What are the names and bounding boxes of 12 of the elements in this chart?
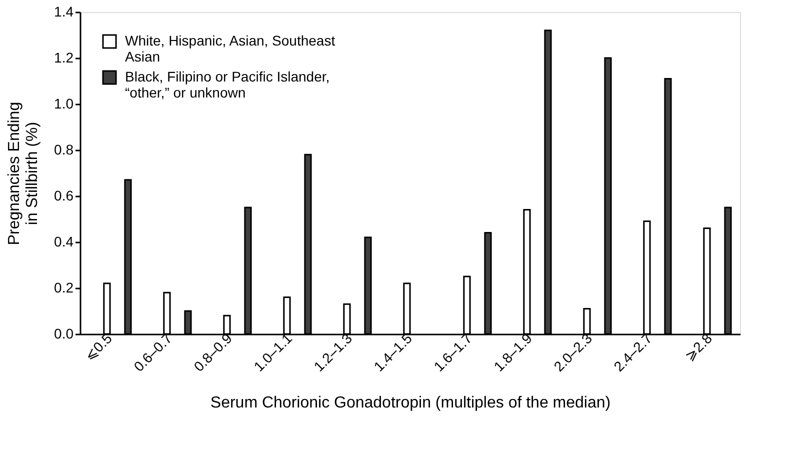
y-tick-label: 0.8 <box>54 142 74 158</box>
y-tick-label: 1.4 <box>54 4 74 20</box>
y-tick-label: 0.6 <box>54 188 74 204</box>
y-tick-label: 0.2 <box>54 280 74 296</box>
y-tick-label: 0.4 <box>54 234 74 250</box>
legend-label: Black, Filipino or Pacific Islander, “other,” or unknown <box>125 68 330 100</box>
y-tick-label: 1.0 <box>54 96 74 112</box>
y-axis-title: Pregnancies Ending in Stillbirth (%) <box>6 102 42 246</box>
legend-label: White, Hispanic, Asian, Southeast Asian <box>125 32 336 64</box>
x-axis-title: Serum Chorionic Gonadotropin (multiples of the median) <box>210 394 611 412</box>
y-tick-label: 0.0 <box>54 326 74 342</box>
y-tick-label: 1.2 <box>54 50 74 66</box>
